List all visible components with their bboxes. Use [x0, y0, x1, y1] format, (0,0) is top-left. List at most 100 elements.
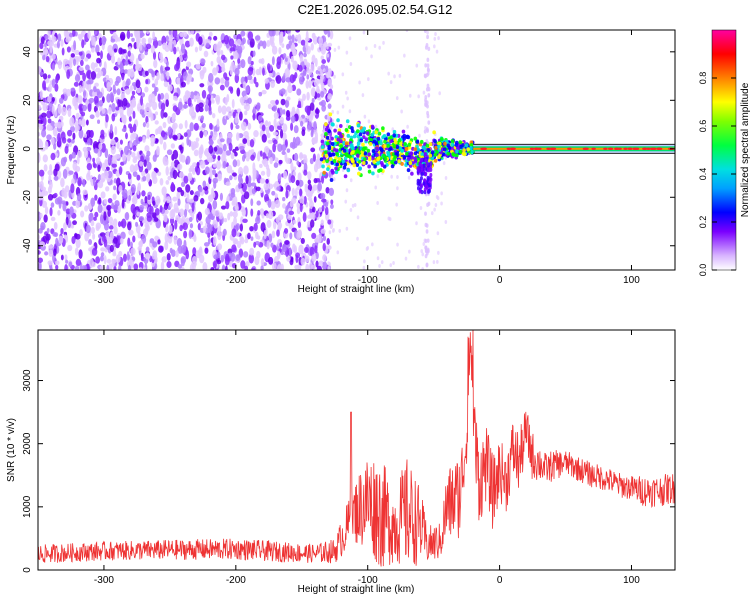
- noise-cell: [105, 114, 109, 123]
- signal-cell: [363, 157, 367, 162]
- noise-cell: [64, 145, 69, 154]
- noise-cell: [147, 37, 153, 44]
- noise-cell: [326, 238, 330, 245]
- noise-cell: [307, 183, 313, 192]
- noise-cell: [212, 131, 218, 138]
- signal-cell: [331, 152, 336, 157]
- noise-cell: [232, 111, 236, 119]
- noise-cell: [283, 170, 288, 180]
- noise-cell: [106, 258, 112, 264]
- noise-cell: [315, 260, 319, 268]
- noise-cell: [271, 45, 278, 55]
- snr-frame: [37, 329, 676, 571]
- noise-cell: [156, 126, 162, 135]
- noise-cell: [72, 132, 76, 140]
- noise-cell: [81, 39, 85, 49]
- noise-cell: [293, 152, 299, 162]
- streak-cell: [426, 34, 429, 40]
- noise-cell: [185, 184, 191, 193]
- noise-cell: [164, 240, 169, 251]
- noise-cell: [329, 30, 334, 40]
- noise-cell: [314, 57, 318, 67]
- sparse-cell: [363, 259, 366, 264]
- noise-cell: [97, 164, 101, 172]
- noise-cell: [42, 103, 48, 112]
- noise-cell: [271, 56, 275, 66]
- noise-cell: [127, 237, 131, 247]
- noise-cell: [324, 201, 329, 208]
- sparse-cell: [430, 211, 434, 216]
- noise-cell: [321, 261, 328, 270]
- noise-cell: [173, 235, 178, 245]
- noise-cell: [168, 224, 173, 235]
- noise-cell: [147, 194, 151, 201]
- colorbar-axes: 0.0 0.2 0.4 0.6 0.8: [698, 72, 736, 276]
- noise-cell: [152, 154, 157, 162]
- noise-cell: [198, 36, 203, 45]
- noise-cell: [318, 101, 324, 106]
- signal-cell: [343, 174, 348, 179]
- noise-cell: [111, 155, 117, 165]
- sparse-cell: [444, 175, 448, 180]
- noise-cell: [212, 199, 218, 210]
- noise-cell: [233, 216, 237, 226]
- signal-cell: [328, 112, 333, 117]
- noise-cell: [188, 198, 195, 203]
- noise-cell: [265, 196, 270, 202]
- noise-cell: [43, 116, 47, 126]
- signal-cell: [388, 146, 393, 151]
- line-peak: [529, 147, 535, 150]
- noise-cell: [220, 77, 225, 84]
- noise-cell: [57, 104, 62, 114]
- noise-cell: [81, 104, 87, 112]
- noise-cell: [108, 263, 113, 270]
- streak-cell: [423, 129, 427, 134]
- noise-cell: [256, 151, 261, 162]
- spectrogram-x-tick-label: -200: [226, 275, 246, 286]
- sparse-cell: [362, 265, 366, 270]
- noise-cell: [101, 35, 107, 46]
- noise-cell: [84, 57, 89, 62]
- sparse-cell: [434, 32, 437, 37]
- noise-cell: [158, 52, 163, 60]
- noise-cell: [162, 156, 169, 166]
- line-peak: [591, 147, 596, 150]
- signal-cell: [355, 129, 360, 134]
- noise-cell: [298, 244, 304, 255]
- sparse-cell: [345, 188, 349, 193]
- noise-cell: [235, 132, 240, 141]
- noise-cell: [118, 184, 123, 193]
- noise-cell: [208, 72, 214, 83]
- noise-cell: [183, 208, 188, 218]
- noise-cell: [230, 252, 236, 262]
- signal-cell: [330, 136, 334, 141]
- noise-cell: [231, 244, 237, 253]
- noise-cell: [130, 85, 133, 92]
- tail-cell: [424, 172, 428, 177]
- noise-cell: [48, 244, 54, 249]
- signal-cell: [379, 141, 383, 146]
- noise-cell: [250, 154, 255, 161]
- noise-cell: [72, 30, 76, 37]
- noise-cell: [303, 162, 308, 173]
- noise-cell: [193, 122, 199, 131]
- noise-cell: [298, 64, 303, 72]
- noise-cell: [222, 228, 227, 237]
- noise-cell: [136, 39, 140, 50]
- noise-cell: [136, 174, 141, 181]
- noise-cell: [266, 63, 271, 71]
- noise-cell: [157, 93, 161, 102]
- noise-cell: [160, 65, 164, 75]
- streak-cell: [426, 57, 430, 63]
- noise-cell: [327, 78, 332, 86]
- noise-cell: [280, 31, 284, 37]
- noise-cell: [194, 46, 199, 53]
- noise-cell: [284, 67, 291, 78]
- noise-cell: [151, 101, 158, 111]
- noise-cell: [91, 247, 98, 256]
- noise-cell: [296, 88, 302, 96]
- signal-cell: [355, 153, 360, 158]
- noise-cell: [63, 189, 68, 199]
- noise-cell: [78, 84, 83, 94]
- noise-cell: [183, 132, 188, 138]
